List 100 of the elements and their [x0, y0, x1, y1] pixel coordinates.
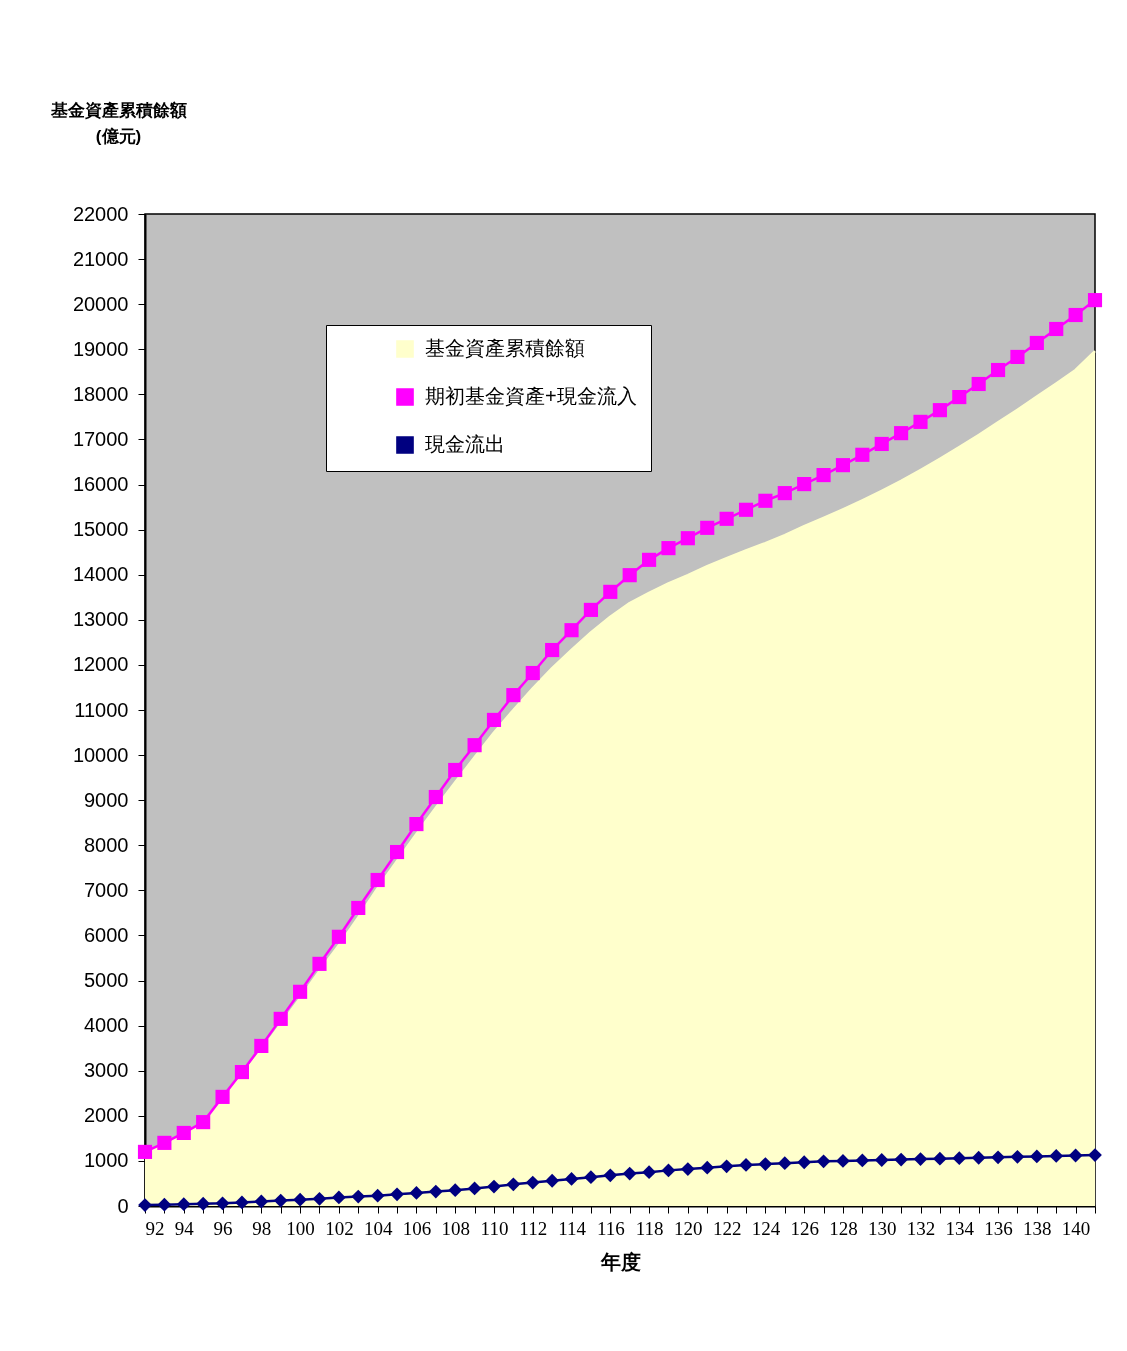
point [506, 688, 521, 703]
y-tick-label: 18000 [72, 382, 129, 405]
y-tick-label: 21000 [72, 247, 129, 270]
point [1068, 307, 1083, 323]
x-tick-label: 100 [286, 1217, 315, 1239]
legend-label: 期初基金資產+現金流入 [425, 385, 637, 407]
point [157, 1135, 172, 1150]
x-tick-label: 128 [829, 1217, 858, 1239]
point [293, 984, 308, 999]
legend-label: 基金資產累積餘額 [425, 337, 585, 359]
point [758, 1157, 773, 1171]
point [584, 1170, 598, 1185]
point [990, 362, 1006, 378]
point [215, 1196, 230, 1211]
y-tick-label: 6000 [84, 923, 129, 946]
y-tick-label: 10000 [72, 743, 129, 766]
point [913, 414, 928, 429]
x-tick-label: 138 [1023, 1217, 1052, 1239]
point [312, 956, 327, 971]
x-tick-label: 96 [213, 1217, 233, 1239]
point [933, 1151, 947, 1166]
x-tick-label: 132 [906, 1217, 936, 1239]
point [836, 1154, 850, 1168]
x-tick-label: 134 [945, 1217, 975, 1239]
point [816, 1154, 831, 1169]
x-tick-label: 114 [558, 1217, 587, 1239]
y-tick-label: 0 [117, 1194, 129, 1217]
y-tick-label: 14000 [72, 563, 129, 586]
y-tick-label: 2000 [84, 1104, 129, 1127]
x-tick-label: 136 [984, 1217, 1013, 1239]
point [389, 844, 405, 860]
point [1029, 1149, 1044, 1164]
y-tick-label: 5000 [84, 969, 129, 992]
x-tick-label: 124 [751, 1217, 781, 1239]
point [777, 486, 792, 501]
point [545, 642, 560, 658]
point [1049, 1149, 1064, 1163]
y-tick-label: 1000 [84, 1149, 129, 1172]
y-tick-label: 4000 [84, 1014, 129, 1037]
x-tick-label: 120 [674, 1217, 703, 1239]
point [971, 1150, 986, 1165]
point [894, 426, 909, 441]
point [234, 1065, 250, 1080]
point [486, 712, 502, 727]
point [370, 1188, 385, 1203]
x-tick-label: 94 [174, 1217, 195, 1239]
point [583, 602, 598, 617]
x-axis-title: 年度 [599, 1250, 641, 1273]
point [700, 520, 715, 535]
x-tick-label: 92 [145, 1217, 165, 1239]
point [835, 458, 851, 473]
y-tick-label: 9000 [84, 788, 129, 811]
point [545, 1173, 560, 1188]
point [797, 1155, 812, 1170]
point [467, 738, 482, 753]
point [680, 1162, 695, 1176]
x-tick-label: 102 [325, 1217, 354, 1239]
x-tick-label: 116 [596, 1217, 625, 1239]
x-tick-label: 130 [867, 1217, 897, 1239]
point [719, 1159, 734, 1174]
point [758, 493, 773, 508]
point [254, 1038, 269, 1053]
point [235, 1195, 249, 1210]
x-tick-label: 98 [252, 1217, 272, 1239]
x-tick-label: 140 [1061, 1217, 1091, 1239]
point [622, 1166, 637, 1181]
point [991, 1150, 1005, 1165]
point [1010, 349, 1025, 365]
x-tick-label: 118 [635, 1217, 664, 1239]
y-tick-label: 12000 [72, 653, 129, 676]
point [448, 762, 463, 778]
point [409, 1186, 424, 1200]
point [719, 511, 734, 526]
point [603, 1168, 618, 1183]
point [661, 1163, 676, 1178]
y-tick-label: 20000 [72, 292, 129, 315]
x-tick-label: 126 [790, 1217, 819, 1239]
point [700, 1160, 715, 1175]
point [525, 665, 540, 681]
point [428, 1184, 443, 1199]
point [564, 1172, 579, 1186]
point [215, 1089, 230, 1104]
x-tick-label: 110 [480, 1217, 509, 1239]
point [952, 1151, 967, 1166]
point [273, 1193, 288, 1208]
point [351, 1189, 366, 1204]
point [661, 541, 676, 556]
point [642, 1165, 656, 1180]
point [157, 1197, 172, 1212]
x-tick-label: 112 [519, 1217, 548, 1239]
point [1087, 293, 1103, 308]
point [642, 552, 657, 567]
point [777, 1156, 792, 1171]
point [855, 447, 870, 462]
point [932, 403, 947, 418]
point [797, 477, 812, 492]
point [176, 1125, 191, 1141]
point [506, 1177, 521, 1192]
point [1068, 1148, 1083, 1163]
point [894, 1152, 909, 1167]
